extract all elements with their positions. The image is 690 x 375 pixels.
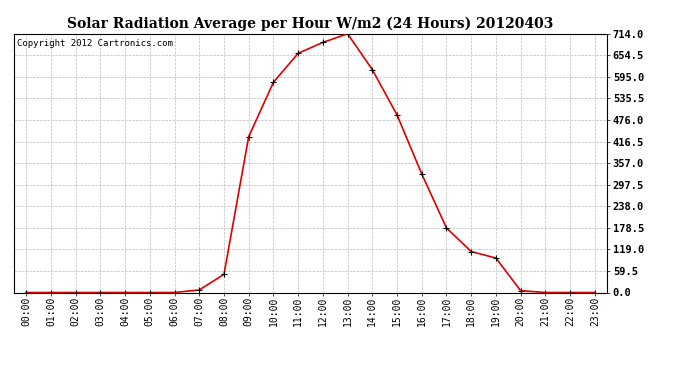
Text: Copyright 2012 Cartronics.com: Copyright 2012 Cartronics.com (17, 39, 172, 48)
Title: Solar Radiation Average per Hour W/m2 (24 Hours) 20120403: Solar Radiation Average per Hour W/m2 (2… (68, 17, 553, 31)
